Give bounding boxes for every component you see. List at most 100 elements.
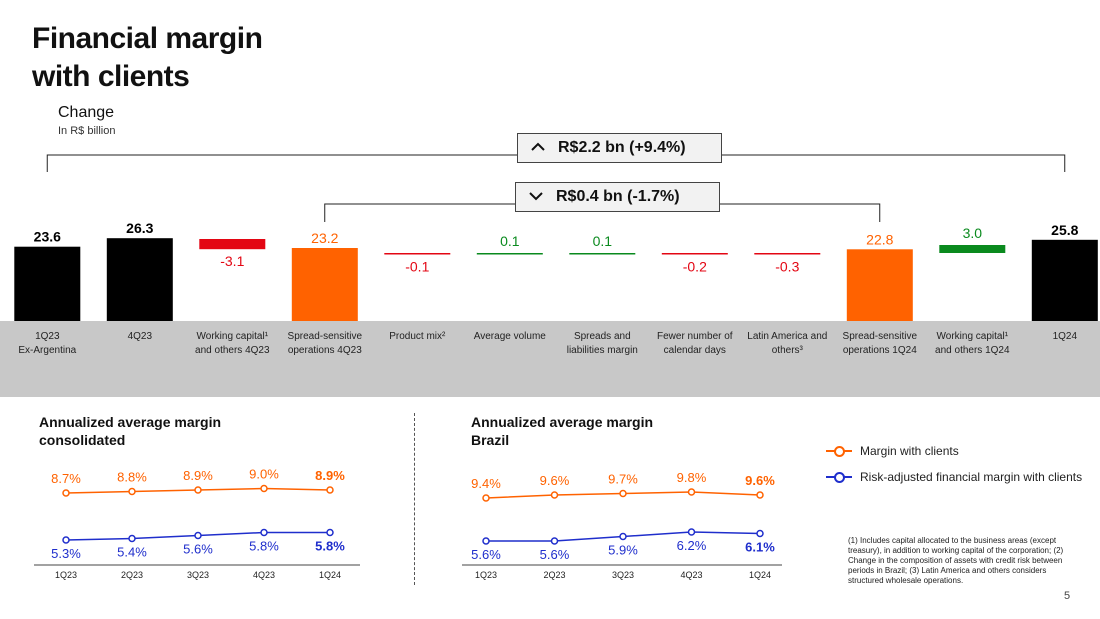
data-label: 5.3%	[51, 546, 81, 561]
bar-value-label: 25.8	[1051, 222, 1078, 238]
category-label-spreads-and: Spreads and liabilities margin	[566, 331, 638, 356]
data-label: 9.8%	[677, 470, 707, 485]
bar-spread-sensitive	[291, 248, 358, 321]
data-point	[482, 494, 490, 502]
data-point	[550, 537, 559, 545]
data-point	[619, 489, 627, 498]
change-brackets	[46, 154, 1066, 222]
x-tick-label: 1Q24	[319, 570, 341, 580]
data-label: 5.4%	[117, 545, 147, 560]
chart-subtitle: Change	[58, 104, 115, 121]
data-label: 9.4%	[471, 476, 501, 491]
data-point	[687, 528, 696, 536]
data-point	[260, 484, 268, 493]
line-chart-consolidated: 1Q23 2Q23 3Q23 4Q23 1Q24 8.7% 8.8% 8.9% 9.0% 8.9%…	[34, 467, 360, 580]
inner-bracket-left	[324, 203, 515, 222]
x-tick-label: 3Q23	[612, 570, 634, 580]
category-label-working-capital: Working capital¹ and others 1Q24	[935, 331, 1010, 356]
total-change-box: R$2.2 bn (+9.4%)	[517, 133, 722, 163]
data-label: 8.9%	[183, 468, 213, 483]
data-label: 6.1%	[745, 540, 775, 555]
data-point	[260, 528, 268, 537]
category-label-spread-sensitive: Spread-sensitive operations 1Q24	[842, 331, 918, 356]
page-title: Financial margin with clients	[32, 22, 263, 93]
bar-value-label: 26.3	[126, 220, 153, 236]
x-tick-label: 2Q23	[543, 570, 565, 580]
bar-spread-sensitive	[846, 249, 913, 321]
panel-divider	[414, 413, 415, 585]
data-point	[326, 528, 334, 537]
chevron-up-icon	[518, 139, 558, 157]
waterfall-chart: 23.6 26.3 -3.1 23.2 -0.1 0.1 0.1 -0.2 -0.3 22.8 3.…	[14, 154, 1098, 321]
category-label-latin-america-and: Latin America and others³	[747, 331, 828, 356]
data-label: 5.8%	[249, 539, 279, 554]
bar-value-label: -3.1	[220, 253, 244, 269]
category-label-4q23: 4Q23	[127, 331, 153, 342]
data-label: 8.9%	[315, 468, 345, 483]
bar-value-label: -0.2	[683, 259, 707, 275]
legend: Margin with clients Risk-adjusted financ…	[826, 442, 1082, 486]
bar-value-label: 23.2	[311, 230, 338, 246]
data-point	[62, 489, 70, 497]
category-band	[0, 321, 1100, 397]
data-point	[687, 488, 696, 496]
outer-bracket-left	[46, 154, 517, 172]
bar-working-capital	[939, 245, 1006, 253]
x-tick-label: 4Q23	[253, 570, 275, 580]
bar-1q23	[14, 246, 81, 321]
bar-value-label: 3.0	[963, 225, 983, 241]
orange-line-swatch	[826, 446, 852, 457]
data-point	[62, 536, 70, 544]
data-label: 5.6%	[540, 547, 570, 562]
panel-title-brazil: Annualized average margin Brazil	[471, 414, 654, 448]
outer-bracket-right	[722, 154, 1066, 172]
data-label: 5.6%	[183, 542, 213, 557]
x-tick-label: 1Q24	[749, 570, 771, 580]
chart-unit: In R$ billion	[58, 125, 116, 137]
bar-value-label: 0.1	[593, 233, 613, 249]
data-point	[756, 491, 764, 499]
bar-1q24	[1031, 239, 1098, 321]
bar-spreads-and	[569, 253, 636, 255]
category-label-working-capital: Working capital¹ and others 4Q23	[195, 331, 270, 356]
bar-average-volume	[476, 253, 543, 255]
data-point	[482, 537, 490, 545]
category-label-spread-sensitive: Spread-sensitive operations 4Q23	[287, 331, 363, 356]
bar-value-label: 0.1	[500, 233, 520, 249]
data-point	[550, 491, 559, 499]
spread-change-label: R$0.4 bn (-1.7%)	[556, 188, 680, 205]
inner-bracket-right	[720, 203, 881, 222]
bar-value-label: -0.1	[405, 259, 429, 275]
page-number: 5	[1064, 590, 1071, 602]
data-label: 8.8%	[117, 470, 147, 485]
bar-working-capital	[199, 239, 266, 250]
chevron-down-icon	[516, 188, 556, 206]
data-label: 9.6%	[745, 473, 775, 488]
data-point	[128, 487, 136, 496]
bar-value-label: 23.6	[34, 229, 61, 245]
data-label: 6.2%	[677, 538, 707, 553]
bar-product-mix	[384, 253, 451, 255]
data-point	[128, 534, 136, 543]
data-label: 8.7%	[51, 471, 81, 486]
bar-fewer-number-of	[661, 253, 728, 255]
spread-change-box: R$0.4 bn (-1.7%)	[515, 182, 720, 212]
legend-item-margin: Margin with clients	[826, 442, 1082, 460]
legend-label-margin: Margin with clients	[860, 444, 959, 458]
data-point	[326, 486, 334, 494]
x-tick-label: 2Q23	[121, 570, 143, 580]
bar-4q23	[106, 238, 173, 321]
panel-title-consolidated: Annualized average margin consolidated	[39, 414, 222, 448]
category-label-1q24: 1Q24	[1052, 331, 1078, 342]
bar-value-label: 22.8	[866, 231, 893, 247]
bar-latin-america-and	[754, 253, 821, 255]
data-label: 9.7%	[608, 472, 638, 487]
category-label-fewer-number-of: Fewer number of calendar days	[657, 331, 733, 356]
data-label: 5.6%	[471, 547, 501, 562]
data-point	[194, 531, 202, 540]
category-label-1q23: 1Q23 Ex-Argentina	[18, 331, 77, 356]
data-point	[756, 529, 764, 538]
data-label: 5.8%	[315, 539, 345, 554]
data-label: 9.6%	[540, 473, 570, 488]
legend-item-risk-adjusted: Risk-adjusted financial margin with clie…	[826, 468, 1082, 486]
